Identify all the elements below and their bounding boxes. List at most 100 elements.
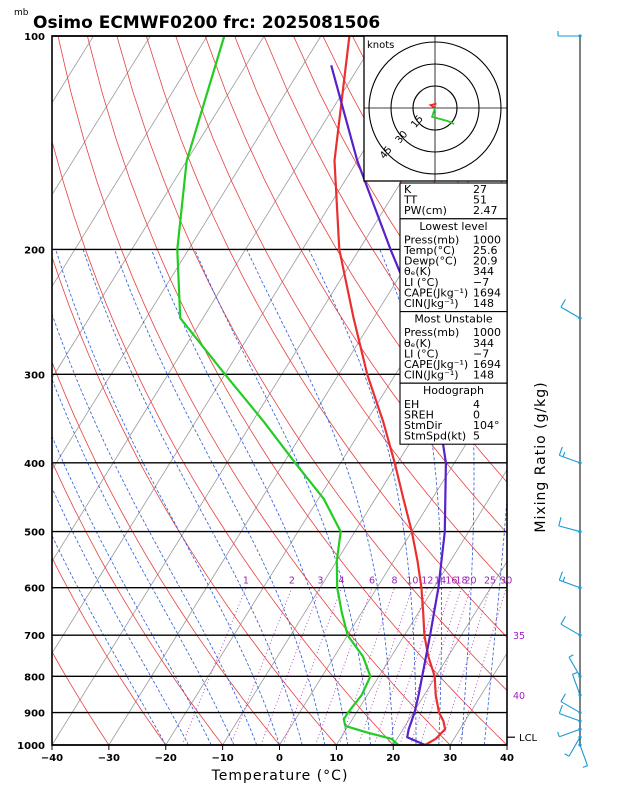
dry-adiabat-line (52, 556, 167, 745)
pressure-tick-label: 1000 (17, 741, 45, 752)
wind-barb-staff (559, 454, 581, 464)
isotherm-line (392, 560, 507, 745)
right-axis-title: Mixing Ratio (g/kg) (533, 381, 549, 532)
dry-adiabat-line (87, 36, 507, 745)
wind-barb (578, 743, 589, 768)
lcl-marker: LCL (507, 733, 538, 744)
mixing-ratio-label: 18 (455, 576, 467, 587)
x-tick-label: −20 (155, 753, 177, 764)
mixing-ratio-label: 6 (369, 576, 375, 587)
hodograph-ring (412, 85, 458, 131)
moist-adiabat-line (82, 249, 303, 745)
pressure-tick-label: 900 (24, 709, 45, 720)
wind-barb (564, 735, 582, 757)
wind-barb (557, 727, 582, 738)
index-value: 20.9 (473, 255, 498, 268)
wind-barb-dot (578, 529, 582, 534)
isotherm-line (52, 36, 94, 104)
index-value: −7 (473, 347, 489, 360)
theta-e-label: 40 (513, 691, 525, 702)
index-value: 27 (473, 183, 487, 196)
x-tick-label: 40 (500, 753, 514, 764)
isotherm-line (52, 36, 151, 196)
dry-adiabat-line (52, 139, 394, 745)
moist-adiabat-line (55, 249, 280, 745)
index-label: LI (°C) (404, 347, 439, 360)
x-tick-label: −10 (211, 753, 233, 764)
wind-barb-flag (562, 576, 566, 582)
hodograph-trace (430, 107, 455, 125)
wind-barb-staff (559, 728, 581, 738)
pressure-tick-label: 400 (24, 459, 45, 470)
moist-adiabat-line (114, 249, 326, 745)
wind-barb-flag (560, 693, 566, 702)
index-label: PW(cm) (404, 204, 447, 217)
index-value: 5 (473, 430, 480, 443)
index-value: −7 (473, 276, 489, 289)
pressure-tick-label: 300 (24, 370, 45, 381)
index-value: 344 (473, 337, 494, 350)
wind-barb-flag (568, 654, 574, 658)
theta-e-label: 35 (513, 631, 525, 642)
index-label: Temp(°C) (403, 244, 455, 257)
pressure-tick-label: 700 (24, 631, 45, 642)
pressure-tick-label: 500 (24, 528, 45, 539)
mixing-ratio-line (230, 587, 293, 745)
mixing-ratio-label: 3 (317, 576, 323, 587)
wind-barb-staff (568, 656, 581, 677)
moist-adiabat-line (52, 487, 189, 745)
pressure-unit-label: mb (14, 8, 29, 18)
wind-barb-staff (559, 712, 581, 722)
index-value: 148 (473, 297, 494, 310)
isotherm-line (52, 36, 379, 563)
mixing-ratio-label: 10 (406, 576, 418, 587)
index-value: 104° (473, 419, 500, 432)
wind-barb (560, 299, 582, 320)
index-value: 2.47 (473, 204, 498, 217)
dry-adiabat-line (234, 36, 507, 483)
x-tick-label: 30 (443, 753, 457, 764)
wind-barb (568, 654, 582, 678)
isotherm-line (336, 469, 507, 745)
lowest-level-header: Lowest level (419, 220, 487, 233)
wind-barb (560, 616, 582, 637)
wind-barb (557, 31, 582, 38)
dry-adiabat-line (145, 36, 507, 638)
wind-barb-flag (564, 753, 570, 757)
lcl-label: LCL (519, 733, 538, 744)
wind-barb-staff (560, 306, 581, 319)
index-label: CAPE(Jkg⁻¹) (404, 358, 468, 371)
mixing-ratio-line (260, 587, 321, 745)
isotherm-line (52, 36, 265, 379)
pressure-tick-label: 800 (24, 672, 45, 683)
x-tick-label: 20 (386, 753, 400, 764)
index-label: Press(mb) (404, 233, 459, 246)
mixing-ratio-line (181, 587, 247, 745)
index-label: θₑ(K) (404, 265, 431, 278)
mixing-ratio-label: 12 (421, 576, 433, 587)
index-label: TT (403, 194, 418, 207)
most-unstable-header: Most Unstable (414, 313, 493, 326)
chart-title: Osimo ECMWF0200 frc: 2025081506 (33, 13, 380, 33)
hodograph-trace (428, 102, 437, 109)
index-value: 4 (473, 398, 480, 411)
moist-adiabat-line (52, 435, 212, 745)
dry-adiabat-line (588, 36, 618, 745)
index-label: K (404, 183, 412, 196)
dry-adiabat-line (52, 650, 110, 745)
x-tick-label: −30 (98, 753, 120, 764)
dry-adiabat-line (116, 36, 507, 692)
wind-barb-staff (579, 744, 589, 766)
index-label: Press(mb) (404, 326, 459, 339)
x-tick-label: −40 (41, 753, 63, 764)
wind-barb-staff (560, 623, 581, 636)
hodograph-indices-header: Hodograph (423, 384, 484, 397)
wind-barb (571, 672, 582, 697)
mixing-ratio-label: 20 (465, 576, 477, 587)
isotherm-line (564, 36, 618, 745)
wind-barb (558, 446, 582, 465)
dewpoint-profile-line (176, 36, 400, 745)
mixing-ratio-label: 4 (338, 576, 344, 587)
